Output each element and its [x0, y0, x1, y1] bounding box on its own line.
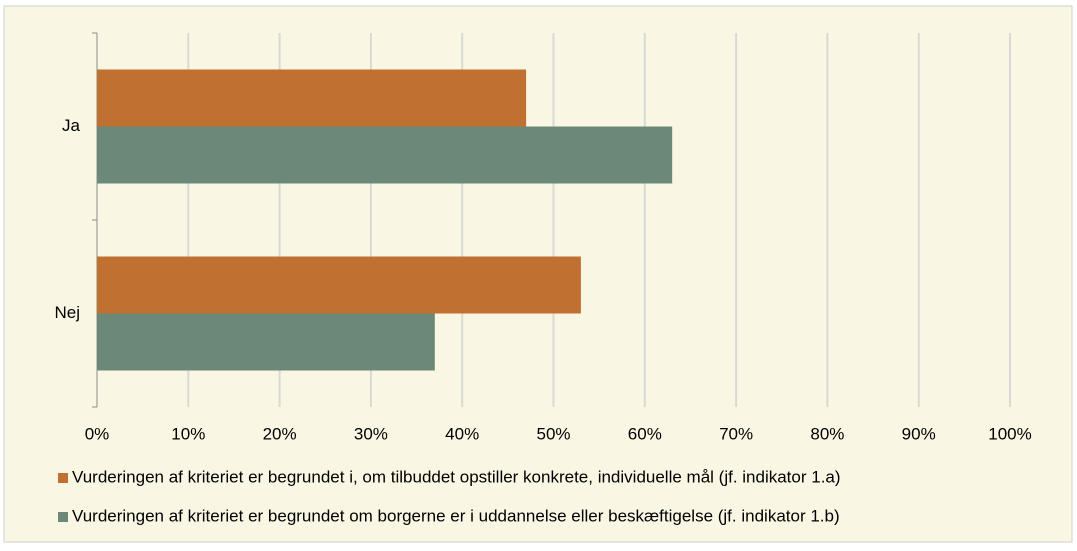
legend-label: Vurderingen af kriteriet er begrundet i,…	[72, 467, 841, 486]
y-tick-label: Nej	[54, 303, 80, 322]
x-tick-label: 30%	[354, 424, 388, 443]
x-tick-label: 40%	[445, 424, 479, 443]
x-tick-label: 90%	[902, 424, 936, 443]
legend-swatch	[58, 473, 68, 483]
legend-label: Vurderingen af kriteriet er begrundet om…	[72, 506, 840, 525]
legend-swatch	[58, 512, 68, 522]
y-tick-label: Ja	[62, 116, 81, 135]
x-tick-label: 0%	[85, 424, 110, 443]
bar	[97, 256, 581, 314]
x-tick-label: 100%	[988, 424, 1031, 443]
x-tick-label: 20%	[263, 424, 297, 443]
x-tick-label: 70%	[719, 424, 753, 443]
x-tick-label: 10%	[171, 424, 205, 443]
bar	[97, 126, 673, 184]
x-tick-label: 60%	[628, 424, 662, 443]
x-tick-label: 80%	[810, 424, 844, 443]
bar	[97, 313, 435, 371]
x-tick-label: 50%	[536, 424, 570, 443]
bar	[97, 69, 527, 127]
